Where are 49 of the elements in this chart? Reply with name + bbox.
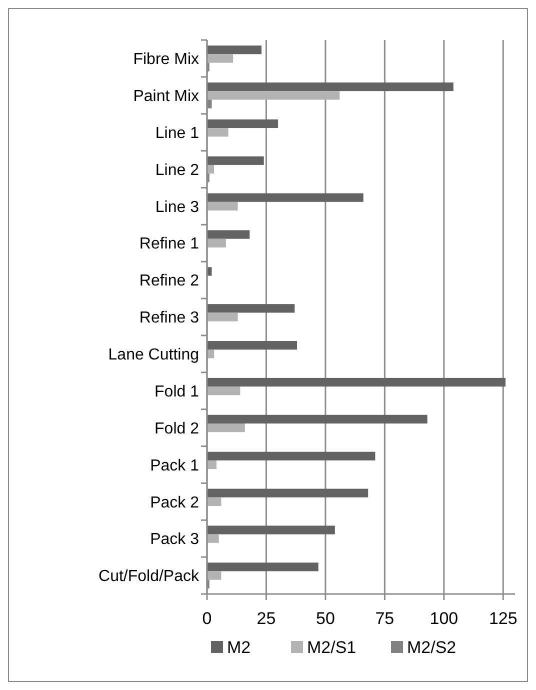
x-tick-label: 125 bbox=[488, 609, 518, 628]
bar bbox=[207, 54, 234, 63]
x-tick-label: 50 bbox=[316, 609, 335, 628]
legend-label: M2 bbox=[227, 638, 251, 657]
y-tick-label: Fold 2 bbox=[154, 420, 200, 438]
bar bbox=[207, 452, 376, 460]
y-tick-label: Refine 3 bbox=[139, 310, 200, 327]
y-tick-label: Fold 1 bbox=[154, 383, 200, 400]
legend-label: M2/S2 bbox=[407, 638, 456, 657]
bar bbox=[207, 46, 262, 54]
bar bbox=[207, 230, 250, 239]
bar bbox=[207, 571, 222, 580]
bar bbox=[207, 534, 219, 543]
bar bbox=[207, 193, 364, 202]
bar bbox=[207, 526, 335, 534]
bar bbox=[207, 488, 368, 498]
y-tick-label: Line 1 bbox=[155, 124, 200, 142]
legend-label: M2/S1 bbox=[307, 638, 356, 657]
x-tick-label: 0 bbox=[202, 609, 212, 628]
y-tick-label: Lane Cutting bbox=[108, 346, 199, 364]
bar bbox=[207, 423, 245, 432]
bar bbox=[207, 562, 318, 572]
y-tick-label: Line 3 bbox=[155, 198, 200, 216]
y-tick-label: Cut/Fold/Pack bbox=[98, 568, 200, 586]
y-tick-label: Pack 1 bbox=[150, 457, 200, 474]
bar bbox=[207, 312, 238, 322]
x-tick-label: 75 bbox=[375, 609, 394, 628]
y-tick-label: Pack 2 bbox=[150, 494, 200, 512]
bar bbox=[207, 91, 340, 100]
y-tick-label: Refine 2 bbox=[139, 272, 200, 290]
y-tick-label: Line 2 bbox=[155, 162, 200, 179]
bar bbox=[207, 378, 506, 387]
bar bbox=[207, 304, 295, 313]
bar bbox=[207, 82, 454, 92]
bar bbox=[207, 128, 228, 137]
bar bbox=[207, 238, 226, 248]
bar bbox=[207, 202, 238, 211]
y-tick-label: Refine 1 bbox=[139, 236, 200, 253]
bar bbox=[207, 156, 264, 165]
x-tick-label: 25 bbox=[256, 609, 276, 628]
bar bbox=[207, 386, 240, 396]
bar bbox=[207, 414, 428, 424]
y-tick-label: Paint Mix bbox=[133, 88, 199, 105]
y-tick-label: Fibre Mix bbox=[133, 51, 199, 68]
bar bbox=[207, 497, 222, 506]
bar bbox=[207, 119, 278, 128]
y-tick-label: Pack 3 bbox=[150, 531, 200, 548]
bar bbox=[207, 341, 298, 350]
x-tick-label: 100 bbox=[430, 609, 458, 628]
